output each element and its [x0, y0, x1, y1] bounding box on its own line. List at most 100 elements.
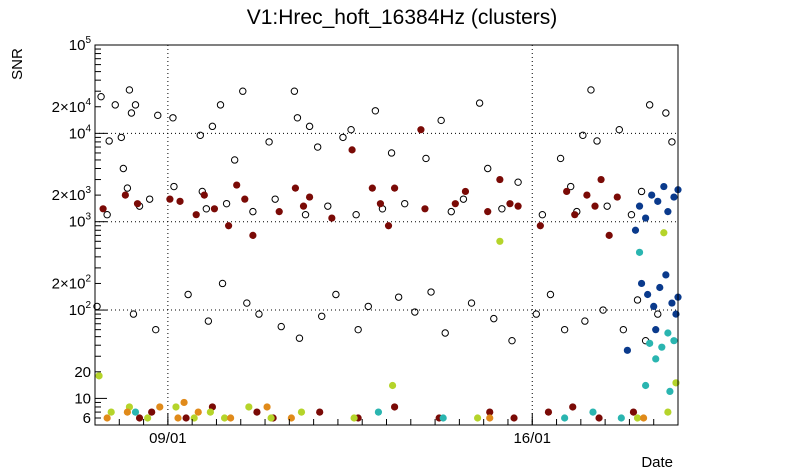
- y-tick-label: 104: [69, 123, 92, 142]
- data-point-dark-red: [133, 200, 142, 208]
- data-point-open: [662, 109, 670, 117]
- y-tick-exponent: 2: [85, 273, 91, 284]
- data-point-dark-red: [506, 200, 514, 208]
- data-point-open: [305, 122, 314, 131]
- data-point-yellow-green: [245, 403, 253, 411]
- data-point-open: [668, 138, 676, 146]
- data-point-open: [301, 211, 310, 219]
- data-point-yellow-green: [172, 403, 180, 411]
- data-point-orange: [227, 414, 235, 422]
- data-point-open: [387, 149, 396, 157]
- data-point-dark-red: [390, 403, 399, 411]
- data-point-open: [556, 154, 565, 163]
- data-point-open: [401, 199, 409, 208]
- data-point-dark-red: [299, 202, 308, 210]
- data-point-dark-red: [291, 184, 300, 192]
- data-point-dark-blue: [664, 208, 672, 216]
- data-point-dark-blue: [648, 191, 656, 199]
- data-point-orange: [486, 414, 494, 422]
- data-point-open: [599, 306, 607, 314]
- data-point-dark-blue: [637, 279, 646, 288]
- data-point-open: [154, 111, 162, 120]
- data-point-open: [255, 310, 263, 318]
- data-point-open: [371, 107, 380, 115]
- data-point-open: [347, 125, 355, 134]
- y-tick-exponent: 4: [85, 123, 91, 134]
- data-point-dark-red: [514, 202, 522, 210]
- data-point-open: [508, 336, 516, 345]
- data-point-open: [484, 164, 492, 173]
- data-point-open: [615, 125, 623, 134]
- data-point-open: [654, 310, 662, 318]
- data-point-dark-red: [390, 184, 399, 192]
- data-point-yellow-green: [267, 414, 275, 422]
- data-point-teal: [646, 339, 654, 347]
- data-point-dark-red: [461, 187, 470, 196]
- data-point-dark-red: [241, 195, 249, 203]
- data-point-orange: [174, 414, 182, 422]
- y-tick-label: 10: [74, 390, 91, 407]
- data-point-dark-red: [200, 191, 208, 199]
- data-point-teal: [589, 408, 597, 416]
- data-point-open: [222, 199, 231, 208]
- data-point-open: [169, 114, 177, 122]
- data-point-dark-red: [275, 208, 283, 216]
- data-point-dark-blue: [642, 214, 650, 222]
- y-tick-label: 103: [69, 212, 92, 231]
- data-point-open: [332, 290, 340, 299]
- data-point-teal: [439, 414, 447, 422]
- data-point-open: [127, 109, 136, 117]
- data-point-yellow-green: [95, 372, 103, 380]
- data-point-open: [208, 122, 217, 131]
- data-point-open: [117, 133, 126, 142]
- data-point-open: [204, 317, 213, 325]
- data-point-dark-red: [595, 414, 603, 422]
- y-tick-exponent: 3: [85, 212, 91, 223]
- data-point-teal: [561, 414, 569, 422]
- data-point-yellow-green: [496, 237, 504, 245]
- data-point-dark-red: [305, 193, 314, 201]
- data-point-teal: [131, 408, 140, 416]
- data-point-dark-red: [176, 197, 184, 205]
- data-point-yellow-green: [206, 408, 214, 416]
- data-point-open: [313, 143, 322, 151]
- data-point-open: [394, 293, 403, 301]
- data-point-open: [103, 211, 111, 219]
- data-point-dark-red: [192, 211, 200, 219]
- data-point-dark-red: [510, 414, 518, 422]
- data-point-open: [637, 187, 646, 196]
- data-point-dark-red: [629, 408, 638, 416]
- data-point-open: [230, 156, 239, 164]
- data-point-yellow-green: [660, 229, 668, 237]
- data-point-dark-blue: [656, 283, 664, 292]
- data-point-open: [184, 290, 192, 299]
- data-point-open: [243, 299, 251, 307]
- y-tick-exponent: 4: [85, 97, 91, 108]
- data-point-orange: [194, 408, 202, 416]
- data-point-dark-red: [135, 414, 144, 422]
- data-point-dark-red: [536, 222, 544, 230]
- data-point-open: [422, 154, 430, 163]
- data-point-open: [145, 195, 154, 203]
- plot-border: [94, 44, 679, 426]
- chart-title: V1:Hrec_hoft_16384Hz (clusters): [247, 6, 557, 29]
- data-point-dark-red: [166, 195, 174, 203]
- data-point-dark-red: [121, 191, 129, 199]
- data-point-yellow-green: [633, 414, 642, 422]
- data-point-orange: [180, 398, 188, 407]
- y-tick-label: 2×103: [52, 185, 92, 204]
- data-point-open: [196, 131, 204, 140]
- data-point-open: [218, 279, 227, 288]
- data-point-dark-red: [99, 205, 107, 213]
- data-point-open: [579, 131, 587, 140]
- data-point-dark-red: [597, 175, 605, 184]
- data-point-orange: [639, 414, 648, 422]
- data-point-teal: [642, 381, 650, 390]
- data-point-open: [490, 314, 498, 323]
- data-point-open: [427, 288, 435, 296]
- data-point-open: [97, 92, 105, 101]
- data-point-teal: [666, 387, 674, 396]
- y-axis: 6 10 20 102 2×102 103 2×103 104 2×104 105: [52, 35, 107, 427]
- data-point-yellow-green: [664, 408, 672, 416]
